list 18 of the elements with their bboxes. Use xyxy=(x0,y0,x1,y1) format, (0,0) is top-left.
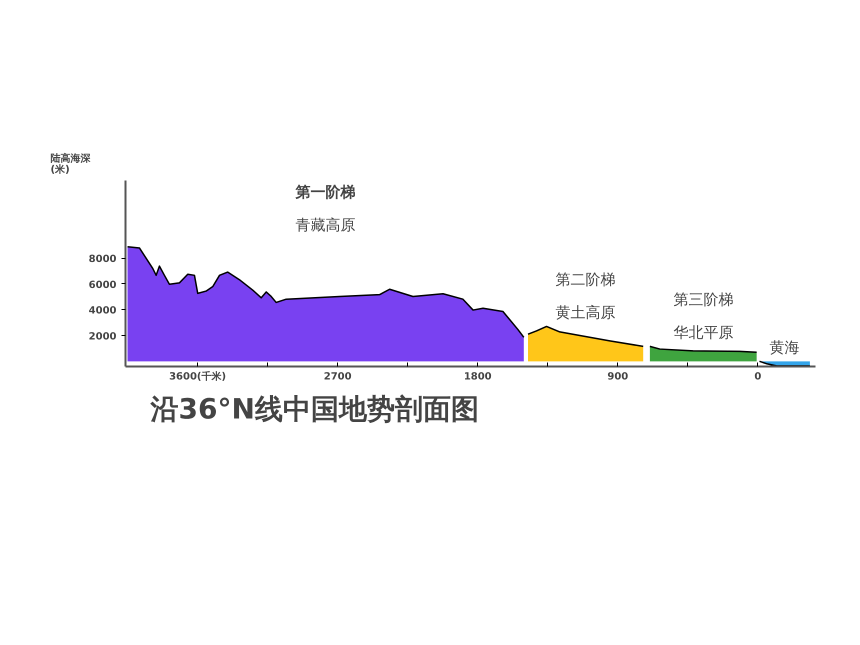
annotation: 第二阶梯 xyxy=(556,270,616,288)
y-tick-label: 2000 xyxy=(88,332,117,342)
text: 沿36°N线中国地势剖面图 xyxy=(150,392,479,426)
annotation: 华北平原 xyxy=(673,323,734,342)
annotation: 青藏高原 xyxy=(296,216,356,234)
annotation: 黄土高原 xyxy=(556,303,616,322)
x-tick-label: 1800 xyxy=(464,372,492,382)
annotation: 第一阶梯 xyxy=(294,182,356,201)
y-tick-label: 4000 xyxy=(88,306,117,317)
x-tick-label: 900 xyxy=(607,372,628,382)
y-tick-label: 8000 xyxy=(88,254,117,265)
x-tick-label: 0 xyxy=(754,372,762,382)
annotation: 黄海 xyxy=(770,338,800,356)
annotation: 第三阶梯 xyxy=(673,290,734,308)
y-tick-label: 6000 xyxy=(88,280,117,291)
y-axis-title: 陆高海深 (米) xyxy=(50,152,92,176)
x-tick-label: 3600(千米) xyxy=(169,370,226,382)
x-tick-label: 2700 xyxy=(324,372,352,382)
